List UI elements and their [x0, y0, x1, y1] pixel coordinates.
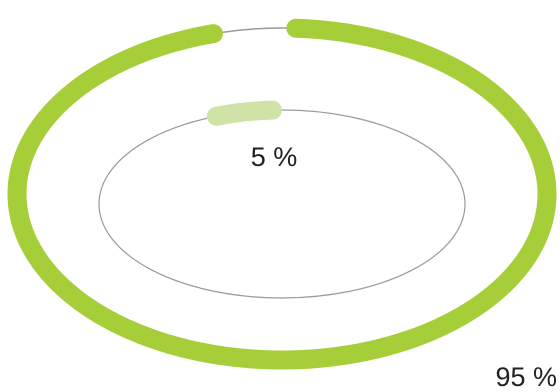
outer-value-label: 95 % [495, 362, 557, 392]
inner-ring-arc [206, 100, 282, 126]
inner-ring-track [98, 109, 466, 299]
outer-ring-arc [7, 18, 557, 370]
inner-value-label: 5 % [251, 142, 298, 172]
